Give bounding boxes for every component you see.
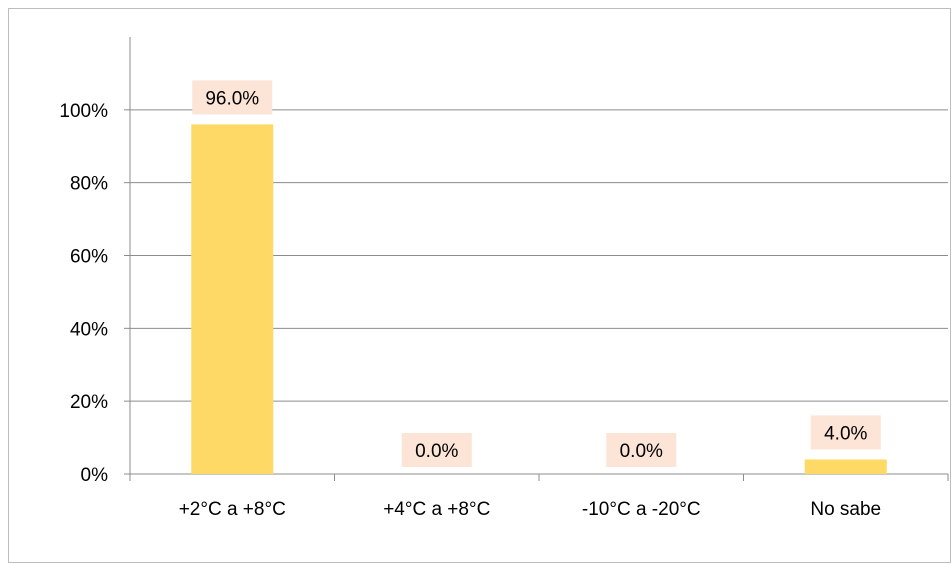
data-label: 0.0% xyxy=(620,441,663,462)
y-tick-label: 40% xyxy=(70,319,108,340)
data-label-background xyxy=(401,433,472,467)
x-tick-label: No sabe xyxy=(810,499,881,520)
data-label: 96.0% xyxy=(205,88,259,109)
chart-frame xyxy=(8,8,951,563)
y-tick-label: 20% xyxy=(70,392,108,413)
data-label: 4.0% xyxy=(824,423,867,444)
y-tick-label: 100% xyxy=(59,101,108,122)
y-tick-label: 60% xyxy=(70,247,108,268)
y-tick-label: 0% xyxy=(81,465,109,486)
x-tick-label: +2°C a +8°C xyxy=(179,499,286,520)
bar xyxy=(804,459,887,474)
x-tick-label: -10°C a -20°C xyxy=(582,499,701,520)
y-tick-label: 80% xyxy=(70,174,108,195)
data-label-background xyxy=(192,80,273,115)
x-tick-label: +4°C a +8°C xyxy=(383,499,490,520)
data-label-background xyxy=(606,433,677,467)
bar xyxy=(191,124,274,475)
data-label: 0.0% xyxy=(415,441,458,462)
data-label-background xyxy=(810,415,881,450)
